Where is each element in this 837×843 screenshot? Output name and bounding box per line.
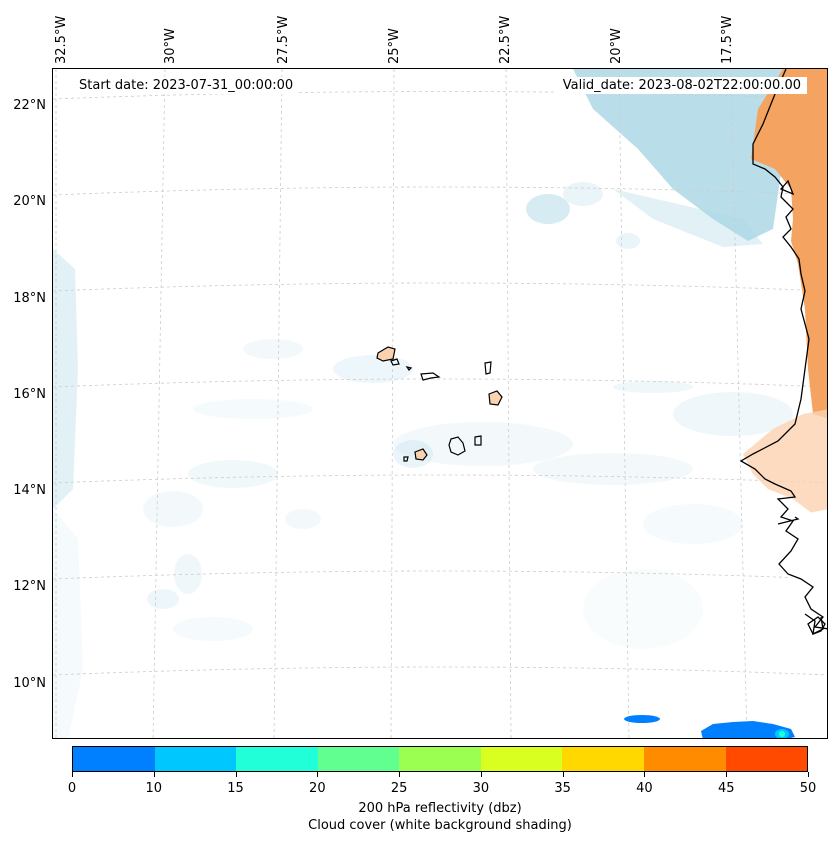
colorbar-tick-label: 50 <box>799 781 817 796</box>
colorbar-tick-label: 15 <box>227 781 244 796</box>
lat-label-16n: 16°N <box>13 387 46 402</box>
land-shading <box>743 69 827 589</box>
colorbar-tick-label: 35 <box>554 781 571 796</box>
colorbar-segment <box>562 747 644 771</box>
colorbar-segment <box>399 747 481 771</box>
colorbar-sublabel: Cloud cover (white background shading) <box>308 818 572 833</box>
colorbar-tick <box>317 772 319 777</box>
lon-label-22-5w: 22.5°W <box>498 15 513 64</box>
valid-date-annotation: Valid_date: 2023-08-02T22:00:00.00 <box>556 77 807 94</box>
lat-label-12n: 12°N <box>13 579 46 594</box>
colorbar-tick-label: 20 <box>309 781 326 796</box>
lon-label-20w: 20°W <box>609 28 624 64</box>
cloud-cover-shading <box>53 69 793 738</box>
lat-label-10n: 10°N <box>13 676 46 691</box>
colorbar-tick <box>808 772 809 777</box>
colorbar-tick-label: 40 <box>636 781 653 796</box>
lon-label-30w: 30°W <box>163 28 178 64</box>
colorbar-tick <box>235 772 237 777</box>
lat-label-22n: 22°N <box>13 98 46 113</box>
colorbar <box>72 746 808 772</box>
colorbar-tick-label: 10 <box>145 781 163 796</box>
start-date-annotation: Start date: 2023-07-31_00:00:00 <box>73 77 300 94</box>
colorbar-label: 200 hPa reflectivity (dbz) <box>358 801 522 816</box>
map-panel[interactable]: Start date: 2023-07-31_00:00:00 Valid_da… <box>52 68 828 739</box>
map-canvas <box>53 69 827 738</box>
colorbar-tick-label: 0 <box>67 781 77 796</box>
colorbar-segment <box>73 747 155 771</box>
colorbar-tick <box>72 772 73 777</box>
colorbar-tick <box>480 772 482 777</box>
lat-label-20n: 20°N <box>13 194 46 209</box>
colorbar-segment <box>236 747 318 771</box>
colorbar-tick <box>562 772 564 777</box>
colorbar-tick <box>153 772 155 777</box>
lat-label-18n: 18°N <box>13 291 46 306</box>
lon-label-32-5w: 32.5°W <box>54 15 69 64</box>
lat-label-14n: 14°N <box>13 483 46 498</box>
colorbar-segment <box>725 747 808 771</box>
colorbar-tick <box>726 772 728 777</box>
coastlines <box>739 69 827 636</box>
colorbar-tick <box>399 772 401 777</box>
colorbar-segment <box>480 747 563 771</box>
colorbar-tick-label: 45 <box>717 781 735 796</box>
reflectivity-echoes <box>624 715 795 738</box>
colorbar-tick-label: 30 <box>472 781 490 796</box>
colorbar-tick-label: 25 <box>390 781 408 796</box>
lon-label-27-5w: 27.5°W <box>276 15 291 64</box>
graticule <box>53 69 827 738</box>
lon-label-17-5w: 17.5°W <box>720 15 735 64</box>
colorbar-tick <box>644 772 646 777</box>
colorbar-segment <box>317 747 400 771</box>
lon-label-25w: 25°W <box>387 28 402 64</box>
colorbar-segment <box>643 747 726 771</box>
cape-verde-islands <box>376 346 503 462</box>
colorbar-segment <box>154 747 237 771</box>
